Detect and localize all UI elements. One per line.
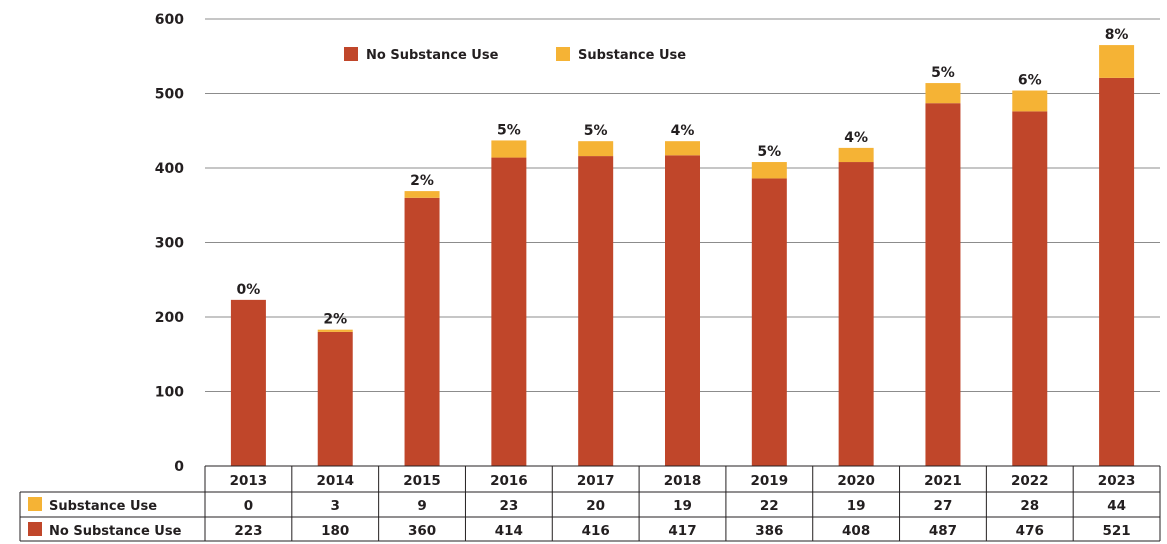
bar-substance-use xyxy=(1099,45,1135,78)
x-tick-label: 2013 xyxy=(230,473,268,489)
percent-label: 5% xyxy=(757,144,781,160)
bar-no-substance-use xyxy=(578,156,614,466)
legend-label-no-substance-use: No Substance Use xyxy=(366,48,499,63)
bar-substance-use xyxy=(665,141,700,156)
table-cell: 22 xyxy=(760,498,779,514)
table-row-label: Substance Use xyxy=(49,499,157,514)
bar-substance-use xyxy=(578,141,614,157)
bar-substance-use xyxy=(838,147,874,163)
y-tick-label: 400 xyxy=(155,161,184,177)
table-cell: 408 xyxy=(842,523,870,539)
table-row-swatch xyxy=(28,522,42,536)
percent-label: 2% xyxy=(410,173,434,189)
bar-no-substance-use xyxy=(751,178,787,466)
bar-substance-use xyxy=(491,140,527,158)
x-tick-label: 2022 xyxy=(1011,473,1049,489)
legend-swatch-substance-use xyxy=(556,47,570,61)
table-cell: 27 xyxy=(934,498,953,514)
table-cell: 417 xyxy=(668,523,696,539)
x-tick-label: 2017 xyxy=(577,473,615,489)
legend-label-substance-use: Substance Use xyxy=(578,48,686,63)
legend-swatch-no-substance-use xyxy=(344,47,358,61)
y-tick-label: 500 xyxy=(155,87,184,103)
bar-no-substance-use xyxy=(665,155,700,466)
table-cell: 0 xyxy=(244,498,253,514)
table-cell: 360 xyxy=(408,523,436,539)
x-tick-label: 2014 xyxy=(316,473,354,489)
bar-substance-use xyxy=(925,83,961,104)
bar-substance-use xyxy=(404,191,440,198)
bar-no-substance-use xyxy=(925,103,961,466)
x-tick-label: 2020 xyxy=(837,473,875,489)
bar-substance-use xyxy=(751,162,787,179)
percent-label: 5% xyxy=(931,65,955,81)
bar-substance-use xyxy=(317,329,353,332)
table-cell: 44 xyxy=(1107,498,1126,514)
y-tick-label: 600 xyxy=(155,12,184,28)
table-cell: 9 xyxy=(417,498,426,514)
table-cell: 416 xyxy=(582,523,610,539)
percent-label: 8% xyxy=(1105,27,1129,43)
x-tick-label: 2018 xyxy=(664,473,702,489)
x-tick-label: 2019 xyxy=(751,473,789,489)
bar-no-substance-use xyxy=(491,157,527,466)
percent-label: 2% xyxy=(323,312,347,328)
x-tick-label: 2016 xyxy=(490,473,528,489)
y-tick-label: 300 xyxy=(155,236,184,252)
bar-substance-use xyxy=(1012,90,1048,112)
table-cell: 521 xyxy=(1102,523,1130,539)
table-cell: 180 xyxy=(321,523,349,539)
bar-no-substance-use xyxy=(317,331,353,466)
table-cell: 476 xyxy=(1016,523,1044,539)
bar-no-substance-use xyxy=(404,197,440,467)
percent-label: 4% xyxy=(844,130,868,146)
table-cell: 414 xyxy=(495,523,523,539)
percent-label: 4% xyxy=(671,123,695,139)
y-tick-label: 0 xyxy=(174,459,184,475)
table-cell: 487 xyxy=(929,523,957,539)
table-cell: 19 xyxy=(673,498,692,514)
percent-label: 0% xyxy=(237,282,261,298)
table-cell: 3 xyxy=(331,498,340,514)
table-cell: 23 xyxy=(499,498,518,514)
bar-no-substance-use xyxy=(1012,111,1048,466)
table-cell: 20 xyxy=(586,498,605,514)
y-tick-label: 200 xyxy=(155,310,184,326)
percent-label: 5% xyxy=(584,123,608,139)
x-tick-label: 2021 xyxy=(924,473,962,489)
bar-no-substance-use xyxy=(230,299,266,466)
y-tick-label: 100 xyxy=(155,385,184,401)
table-cell: 28 xyxy=(1020,498,1039,514)
x-tick-label: 2015 xyxy=(403,473,441,489)
table-cell: 386 xyxy=(755,523,783,539)
table-row-swatch xyxy=(28,497,42,511)
x-tick-label: 2023 xyxy=(1098,473,1136,489)
percent-label: 5% xyxy=(497,122,521,138)
bar-no-substance-use xyxy=(838,162,874,467)
table-cell: 223 xyxy=(234,523,262,539)
table-row-label: No Substance Use xyxy=(49,524,182,539)
table-cell: 19 xyxy=(847,498,866,514)
bar-no-substance-use xyxy=(1099,77,1135,466)
percent-label: 6% xyxy=(1018,73,1042,89)
